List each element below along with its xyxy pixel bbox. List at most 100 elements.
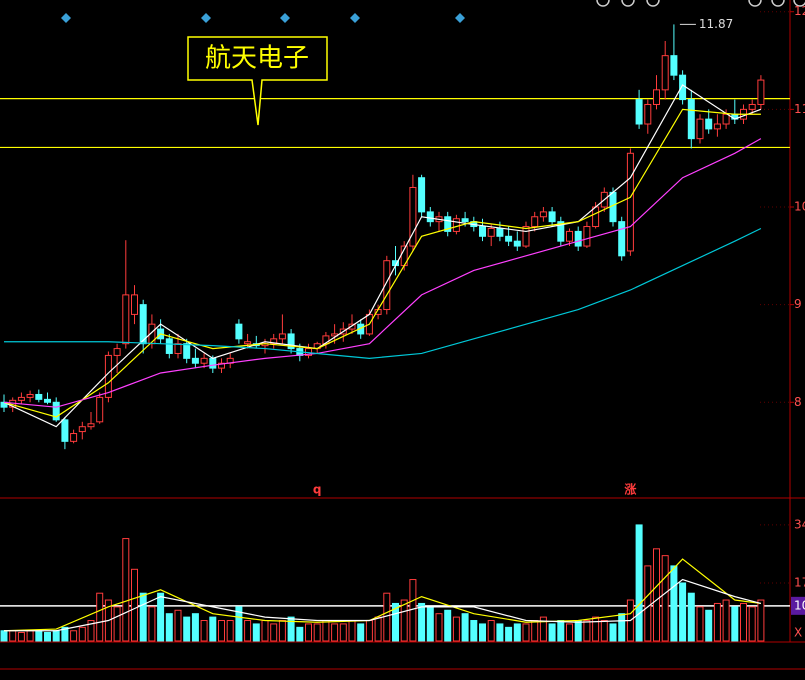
candle-body bbox=[574, 230, 582, 247]
volume-bar bbox=[183, 616, 191, 642]
marks: 8 9 10 11 12 17 34 10.3 X 11.87 q 涨 bbox=[0, 4, 805, 642]
volume-bar bbox=[392, 602, 399, 642]
volume-bar bbox=[400, 599, 408, 642]
icon[interactable] bbox=[621, 0, 635, 7]
volume-bar bbox=[70, 630, 78, 642]
volume-y-tick-label: 17 bbox=[794, 575, 805, 589]
volume-bar bbox=[574, 620, 582, 642]
volume-bar bbox=[252, 623, 260, 642]
volume-bar bbox=[87, 620, 95, 642]
volume-bar bbox=[435, 613, 443, 642]
candle-body bbox=[548, 211, 556, 223]
candle-body bbox=[87, 423, 95, 428]
volume-bar bbox=[113, 606, 121, 642]
volume-bar bbox=[522, 623, 530, 642]
candle-body bbox=[26, 393, 34, 398]
volume-bar bbox=[557, 620, 565, 642]
candle-body bbox=[487, 227, 495, 237]
volume-bar bbox=[444, 609, 452, 642]
candle-body bbox=[218, 362, 225, 369]
volume-bar bbox=[131, 568, 138, 642]
candle-body bbox=[70, 433, 78, 442]
candle-body bbox=[583, 226, 591, 247]
volume-bar bbox=[78, 626, 86, 642]
candle-body bbox=[235, 323, 243, 340]
volume-bar bbox=[278, 620, 286, 642]
volume-bar bbox=[339, 623, 347, 642]
icon[interactable] bbox=[646, 0, 660, 7]
volume-bar bbox=[9, 630, 17, 642]
volume-bar bbox=[496, 623, 504, 642]
icon[interactable] bbox=[793, 0, 805, 7]
candle-body bbox=[496, 227, 504, 237]
volume-bar bbox=[61, 626, 69, 642]
y-tick-label: 8 bbox=[794, 395, 802, 409]
candle-body bbox=[426, 211, 434, 223]
candle-body bbox=[44, 398, 51, 403]
volume-bar bbox=[235, 606, 243, 642]
volume-bar bbox=[218, 620, 225, 642]
volume-bar bbox=[226, 620, 234, 642]
candle-body bbox=[713, 123, 721, 130]
candle-body bbox=[287, 333, 295, 350]
candle-body bbox=[383, 260, 391, 311]
y-tick-label: 11 bbox=[794, 102, 805, 116]
candle-body bbox=[418, 177, 426, 213]
candle-body bbox=[174, 343, 182, 354]
volume-bar bbox=[679, 582, 687, 642]
candle-body bbox=[348, 323, 356, 330]
volume-moving-average bbox=[3, 558, 761, 632]
candle-body bbox=[17, 396, 25, 401]
candle-body bbox=[183, 343, 191, 359]
volume-bar bbox=[313, 623, 321, 642]
diamond bbox=[280, 13, 290, 23]
candle-body bbox=[270, 338, 278, 345]
volume-bar bbox=[600, 620, 608, 642]
candle-body bbox=[522, 226, 530, 247]
candle-body bbox=[626, 152, 634, 252]
toolbar-icons[interactable] bbox=[596, 0, 805, 7]
candle-body bbox=[479, 226, 486, 237]
candle-body bbox=[722, 113, 730, 125]
callout-box bbox=[187, 36, 328, 126]
high-annotation: 11.87 bbox=[699, 17, 733, 31]
volume-bar bbox=[26, 630, 34, 642]
volume-bar bbox=[740, 602, 747, 642]
volume-bar bbox=[644, 565, 652, 642]
volume-bar bbox=[261, 620, 269, 642]
volume-bar bbox=[200, 620, 208, 642]
candle-body bbox=[531, 216, 539, 228]
icon[interactable] bbox=[596, 0, 610, 7]
volume-bar bbox=[426, 606, 434, 642]
candle-body bbox=[618, 221, 626, 257]
volume-bar bbox=[139, 592, 147, 642]
volume-bar bbox=[722, 599, 730, 642]
icon[interactable] bbox=[771, 0, 785, 7]
y-tick-label: 12 bbox=[794, 4, 805, 18]
volume-bar bbox=[305, 623, 312, 642]
candle-body bbox=[557, 221, 565, 242]
diamond bbox=[455, 13, 465, 23]
candle-body bbox=[444, 216, 452, 232]
candle-body bbox=[653, 89, 660, 105]
icon[interactable] bbox=[748, 0, 762, 7]
diamond bbox=[61, 13, 71, 23]
candle-body bbox=[61, 419, 69, 442]
volume-bar bbox=[566, 623, 573, 642]
volume-bar bbox=[96, 592, 104, 642]
volume-bar bbox=[653, 548, 660, 642]
volume-bar bbox=[418, 602, 426, 642]
moving-average bbox=[4, 227, 762, 359]
candle-body bbox=[191, 357, 199, 364]
volume-y-tick-label: 34 bbox=[794, 517, 805, 531]
chart-title: 航天电子 bbox=[205, 44, 309, 74]
volume-bar bbox=[687, 592, 695, 642]
volume-bar bbox=[635, 524, 643, 642]
volume-bar bbox=[731, 606, 739, 642]
candle-body bbox=[139, 304, 147, 345]
y-tick-label: 9 bbox=[794, 297, 802, 311]
corner-label: X bbox=[794, 626, 802, 640]
moving-average bbox=[3, 138, 762, 408]
volume-bar bbox=[713, 602, 721, 642]
diamond bbox=[201, 13, 211, 23]
